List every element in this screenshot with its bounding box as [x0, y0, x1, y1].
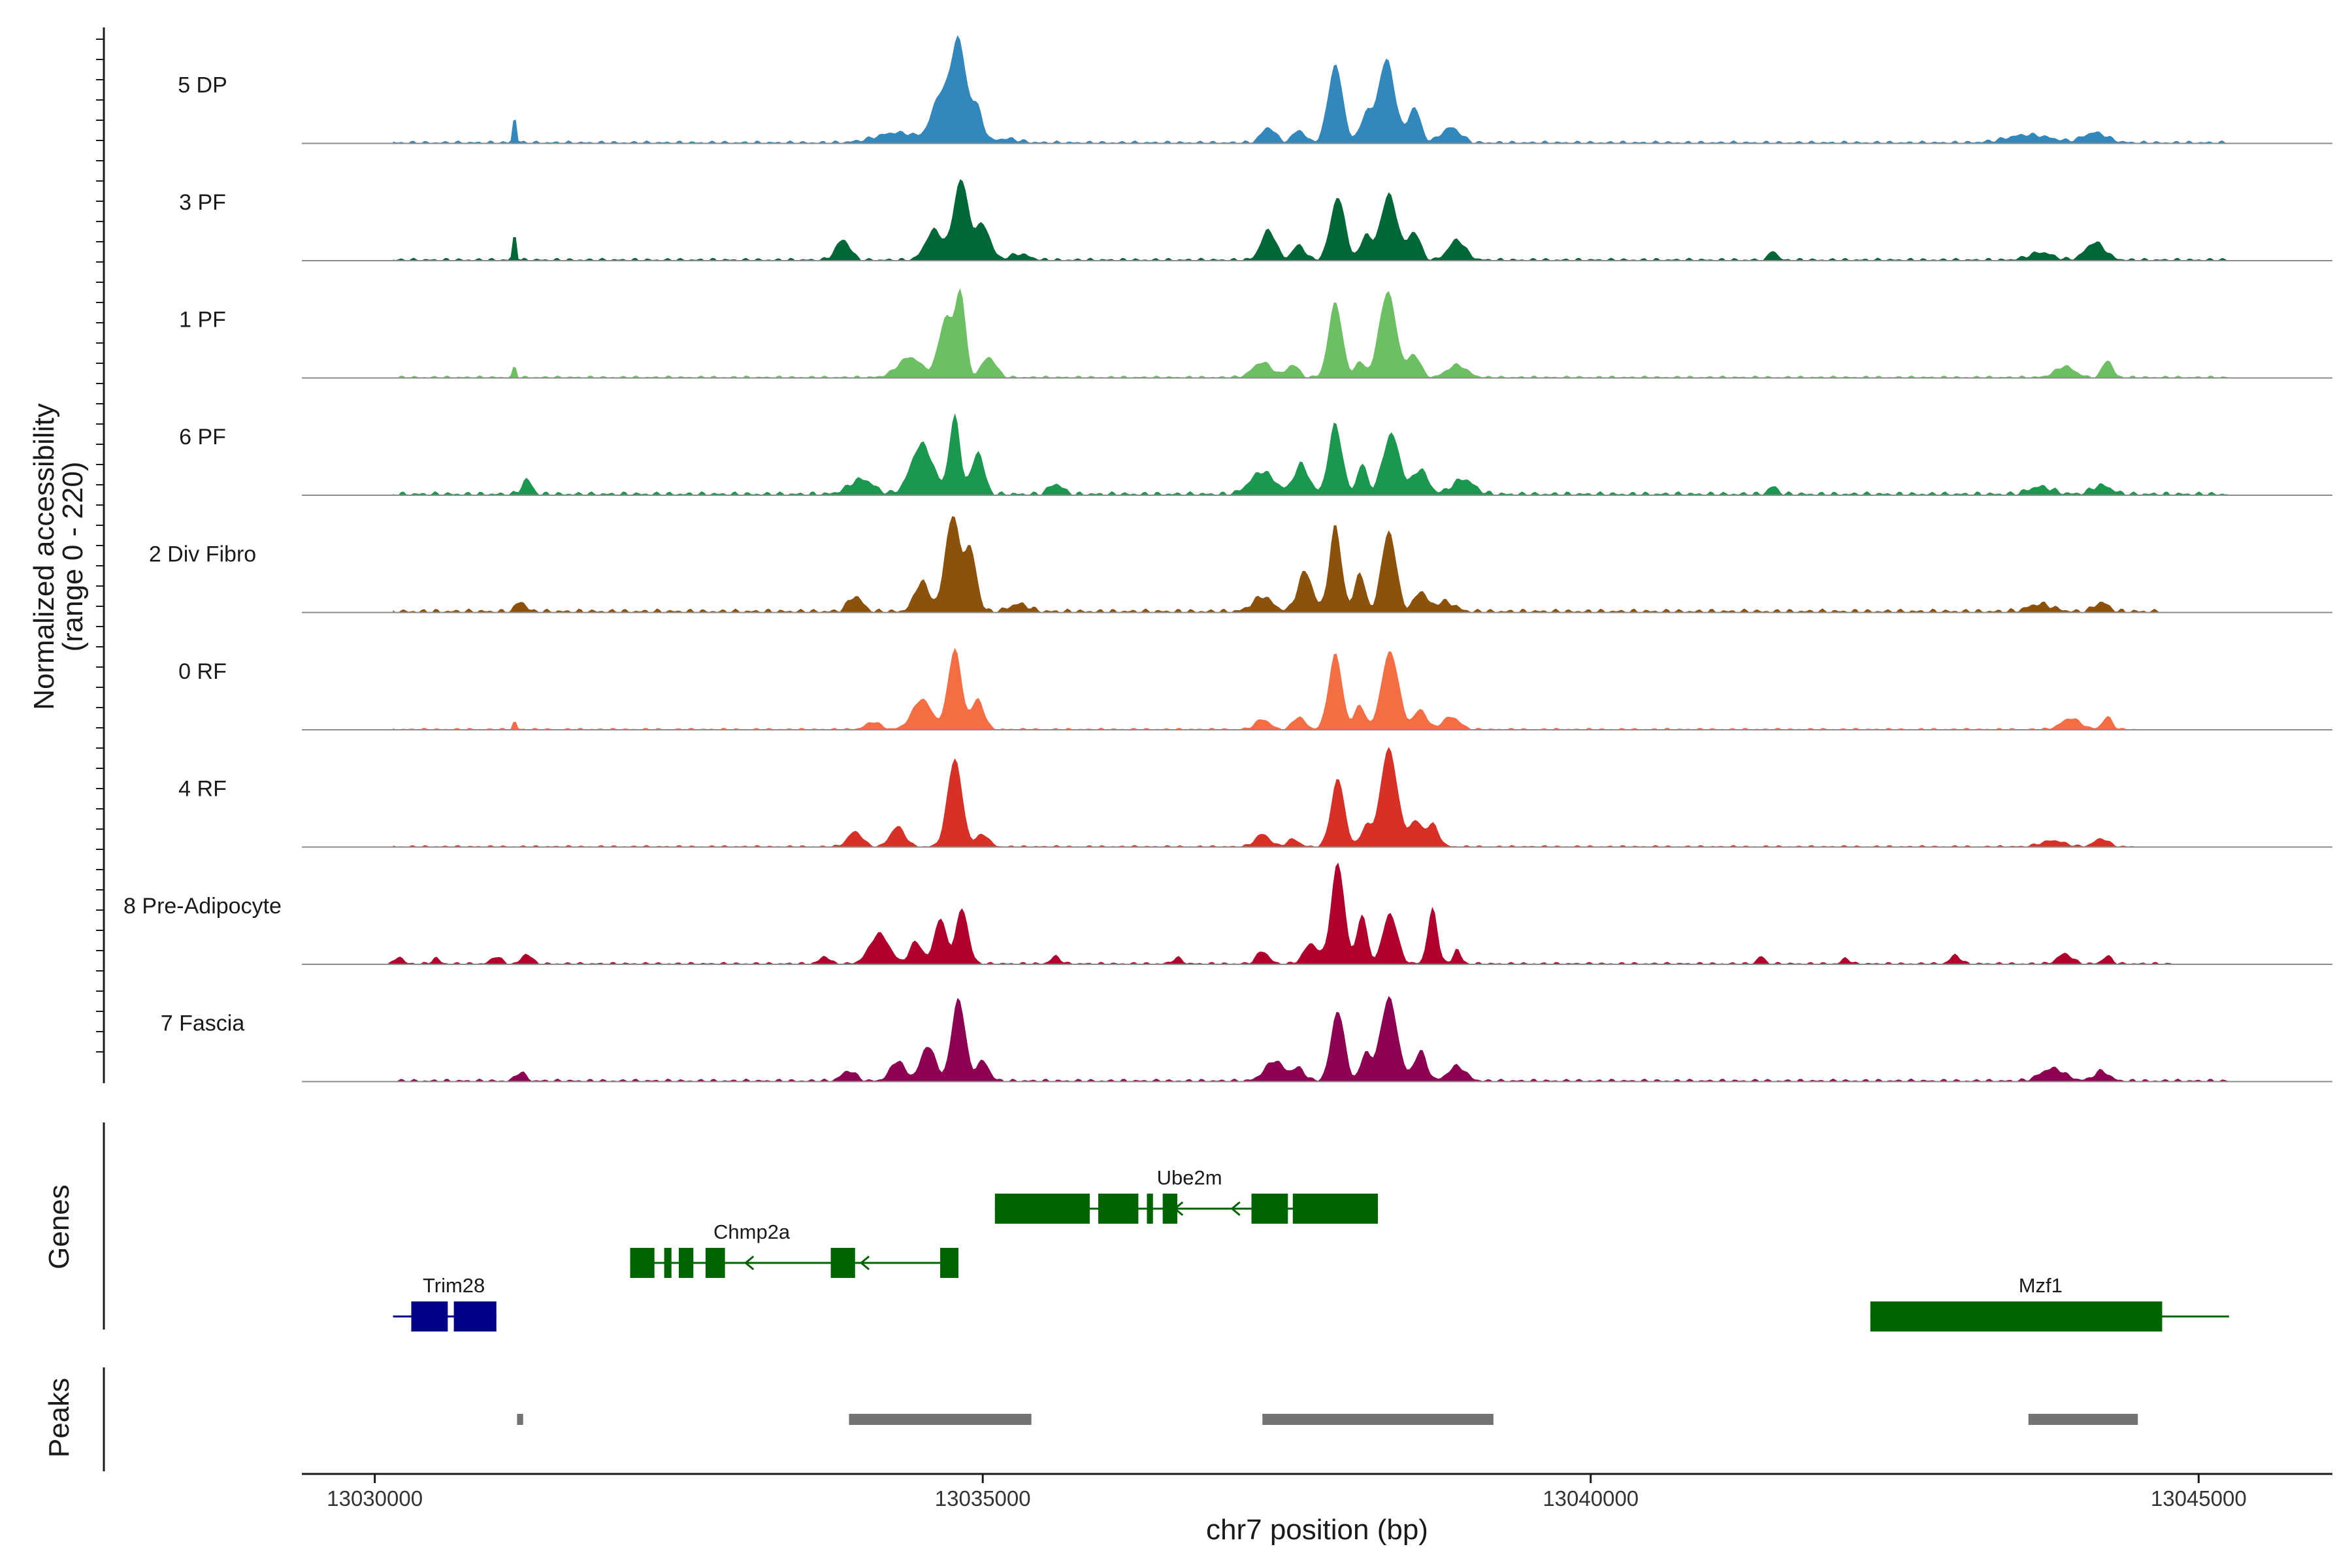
exon-chmp2a	[705, 1248, 725, 1278]
track-0-rf: 0 RF	[178, 647, 2332, 730]
coverage-tracks: 5 DP 3 PF 1 PF 6 PF 2 Div Fibro 0 RF 4 RF 8 Pre…	[96, 27, 2332, 1083]
exon-chmp2a	[630, 1248, 655, 1278]
gene-mzf1: Mzf1	[1870, 1274, 2229, 1331]
strand-arrow-ube2m	[1173, 1201, 1184, 1217]
y-axis-title-line1: Normalized accessibility	[28, 403, 60, 710]
strand-arrow-chmp2a	[743, 1255, 755, 1271]
gene-chmp2a: Chmp2a	[630, 1220, 958, 1278]
coverage-area-3-pf	[393, 179, 2229, 261]
exon-trim28	[411, 1301, 448, 1331]
track-6-pf: 6 PF	[179, 413, 2332, 496]
gene-label-chmp2a: Chmp2a	[713, 1220, 791, 1243]
coverage-area-8-pre-adipocyte	[387, 862, 2175, 964]
gene-trim28: Trim28	[393, 1274, 497, 1331]
peaks-track	[103, 1367, 2138, 1471]
track-3-pf: 3 PF	[179, 179, 2332, 261]
coverage-area-5-dp	[393, 35, 2229, 144]
strand-arrow-chmp2a	[859, 1255, 870, 1271]
gene-label-trim28: Trim28	[423, 1274, 485, 1297]
exon-ube2m	[1292, 1194, 1379, 1224]
coverage-area-0-rf	[393, 647, 2138, 730]
gene-label-ube2m: Ube2m	[1157, 1166, 1222, 1189]
coverage-area-2-div-fibro	[393, 515, 2163, 613]
gene-label-mzf1: Mzf1	[2019, 1274, 2063, 1297]
track-label-5-dp: 5 DP	[178, 73, 227, 98]
exon-trim28	[453, 1301, 497, 1331]
track-4-rf: 4 RF	[178, 747, 2332, 848]
exon-chmp2a	[678, 1248, 694, 1278]
track-label-2-div-fibro: 2 Div Fibro	[149, 542, 256, 567]
gene-ube2m: Ube2m	[994, 1166, 1379, 1224]
track-label-3-pf: 3 PF	[179, 190, 226, 215]
exon-ube2m	[1098, 1194, 1139, 1224]
exon-ube2m	[1251, 1194, 1288, 1224]
track-label-0-rf: 0 RF	[178, 659, 227, 684]
x-tick-label-13035000: 13035000	[935, 1486, 1031, 1511]
x-tick-label-13040000: 13040000	[1543, 1486, 1639, 1511]
x-tick-label-13030000: 13030000	[327, 1486, 423, 1511]
track-1-pf: 1 PF	[179, 288, 2332, 379]
strand-arrow-ube2m	[1230, 1201, 1241, 1217]
genes-track: Ube2m Chmp2a Trim28 Mzf1	[103, 1122, 2229, 1331]
y-axis-title-line2: (range 0 - 220)	[57, 461, 89, 651]
peak-region-1	[517, 1414, 523, 1425]
x-axis: 13030000 13035000 13040000 13045000	[302, 1473, 2332, 1511]
peak-region-3	[1262, 1414, 1494, 1425]
exon-chmp2a	[830, 1248, 855, 1278]
track-label-4-rf: 4 RF	[178, 777, 227, 802]
x-tick-label-13045000: 13045000	[2151, 1486, 2247, 1511]
track-8-pre-adipocyte: 8 Pre-Adipocyte	[123, 862, 2332, 965]
track-5-dp: 5 DP	[178, 35, 2332, 144]
exon-chmp2a	[664, 1248, 672, 1278]
track-2-div-fibro: 2 Div Fibro	[149, 515, 2332, 613]
track-label-7-fascia: 7 Fascia	[161, 1011, 245, 1036]
genes-track-title: Genes	[43, 1184, 75, 1269]
peak-region-2	[849, 1414, 1032, 1425]
track-label-1-pf: 1 PF	[179, 308, 226, 333]
coverage-area-1-pf	[393, 288, 2229, 378]
track-label-6-pf: 6 PF	[179, 425, 226, 449]
coverage-area-7-fascia	[393, 996, 2229, 1082]
track-label-8-pre-adipocyte: 8 Pre-Adipocyte	[123, 894, 282, 919]
exon-ube2m	[1147, 1194, 1153, 1224]
peaks-track-title: Peaks	[43, 1378, 75, 1458]
coverage-area-6-pf	[393, 413, 2229, 495]
exon-ube2m	[994, 1194, 1090, 1224]
x-axis-title: chr7 position (bp)	[1206, 1514, 1428, 1546]
coverage-area-4-rf	[393, 747, 2138, 847]
exon-mzf1	[1870, 1301, 2163, 1331]
track-7-fascia: 7 Fascia	[161, 996, 2332, 1083]
exon-ube2m	[1162, 1194, 1177, 1224]
exon-chmp2a	[940, 1248, 958, 1278]
peak-region-4	[2028, 1414, 2138, 1425]
